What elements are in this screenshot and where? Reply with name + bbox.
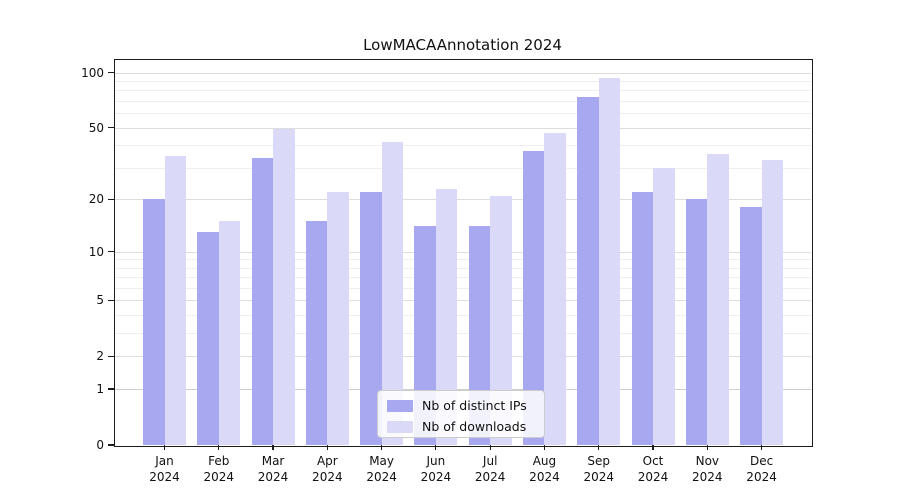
minor-gridline xyxy=(114,145,811,147)
y-tick-mark xyxy=(108,127,114,129)
y-tick-label: 10 xyxy=(88,244,104,259)
y-tick-mark xyxy=(108,355,114,357)
x-tick-mark xyxy=(652,445,654,450)
major-gridline xyxy=(114,72,811,74)
x-tick-label-nov: Nov 2024 xyxy=(692,454,723,484)
y-tick-mark xyxy=(108,388,114,390)
x-tick-mark xyxy=(706,445,708,450)
bar-downloads-aug xyxy=(544,132,566,445)
x-tick-mark xyxy=(218,445,220,450)
legend-row-distinct-ips: Nb of distinct IPs xyxy=(387,398,534,413)
x-tick-mark xyxy=(272,445,274,450)
x-tick-mark xyxy=(326,445,328,450)
bar-downloads-sep xyxy=(598,77,621,445)
legend-swatch-downloads xyxy=(387,420,413,433)
y-tick-mark xyxy=(108,72,114,74)
minor-gridline xyxy=(114,81,811,82)
bar-distinct-ips-feb xyxy=(197,232,219,445)
minor-gridline xyxy=(114,333,811,335)
x-tick-mark xyxy=(435,445,437,450)
x-tick-label-jan: Jan 2024 xyxy=(149,454,180,484)
x-tick-label-jun: Jun 2024 xyxy=(420,454,452,484)
y-tick-mark xyxy=(108,250,114,253)
plot-area xyxy=(114,59,811,445)
y-tick-label: 50 xyxy=(88,120,104,135)
bar-distinct-ips-jan xyxy=(143,199,165,445)
x-tick-mark xyxy=(489,445,491,450)
minor-gridline xyxy=(114,90,811,92)
x-tick-mark xyxy=(598,445,600,450)
x-tick-mark xyxy=(381,445,383,450)
legend: Nb of distinct IPs Nb of downloads xyxy=(377,390,545,438)
x-tick-label-sep: Sep 2024 xyxy=(583,454,615,484)
bar-distinct-ips-aug xyxy=(522,151,545,445)
bar-downloads-oct xyxy=(653,167,675,445)
minor-gridline xyxy=(114,277,811,279)
bar-distinct-ips-nov xyxy=(685,199,708,445)
y-tick-label: 1 xyxy=(96,382,104,397)
bar-downloads-jul xyxy=(490,195,512,445)
legend-label-downloads: Nb of downloads xyxy=(422,419,527,434)
bar-distinct-ips-may xyxy=(360,191,382,445)
minor-gridline xyxy=(114,101,811,103)
legend-swatch-distinct-ips xyxy=(387,399,413,412)
minor-gridline xyxy=(114,113,811,115)
minor-gridline xyxy=(114,167,811,169)
x-tick-mark xyxy=(163,445,166,450)
y-tick-label: 20 xyxy=(88,192,104,207)
y-tick-label: 2 xyxy=(96,349,104,364)
bar-distinct-ips-sep xyxy=(577,96,599,445)
x-tick-label-dec: Dec 2024 xyxy=(746,454,777,484)
minor-gridline xyxy=(114,267,811,269)
minor-gridline xyxy=(114,315,811,317)
y-tick-mark xyxy=(108,299,114,301)
major-gridline xyxy=(114,127,811,129)
chart-title: LowMACAAnnotation 2024 xyxy=(363,36,562,54)
bar-downloads-dec xyxy=(761,160,784,445)
y-tick-label: 100 xyxy=(81,65,104,80)
major-gridline xyxy=(114,389,811,391)
y-tick-mark xyxy=(108,444,114,446)
minor-gridline xyxy=(114,259,811,261)
minor-gridline xyxy=(114,287,811,289)
bar-downloads-mar xyxy=(273,129,295,445)
x-tick-label-jul: Jul 2024 xyxy=(474,454,506,484)
bar-downloads-feb xyxy=(218,221,241,445)
bar-downloads-may xyxy=(381,141,404,445)
bar-downloads-nov xyxy=(707,153,729,445)
x-tick-label-feb: Feb 2024 xyxy=(203,454,235,484)
x-tick-label-mar: Mar 2024 xyxy=(257,454,289,484)
legend-label-distinct-ips: Nb of distinct IPs xyxy=(422,398,527,413)
major-gridline xyxy=(114,356,811,358)
bar-distinct-ips-oct xyxy=(631,191,654,445)
legend-row-downloads: Nb of downloads xyxy=(387,419,534,434)
x-tick-label-apr: Apr 2024 xyxy=(312,454,343,484)
bar-downloads-apr xyxy=(327,191,349,445)
major-gridline xyxy=(114,300,811,302)
major-gridline xyxy=(114,251,811,253)
x-tick-label-may: May 2024 xyxy=(366,454,397,484)
x-tick-mark xyxy=(760,445,763,450)
x-tick-label-oct: Oct 2024 xyxy=(637,454,669,484)
y-tick-mark xyxy=(108,198,114,200)
bar-downloads-jun xyxy=(435,188,458,445)
x-tick-mark xyxy=(543,445,546,450)
bar-distinct-ips-apr xyxy=(305,221,328,445)
bar-distinct-ips-dec xyxy=(740,207,762,445)
major-gridline xyxy=(114,199,811,201)
bar-distinct-ips-mar xyxy=(251,158,274,445)
y-tick-label: 5 xyxy=(96,293,104,308)
y-tick-label: 0 xyxy=(96,438,104,452)
bar-downloads-jan xyxy=(164,155,186,445)
x-tick-label-aug: Aug 2024 xyxy=(529,454,560,484)
